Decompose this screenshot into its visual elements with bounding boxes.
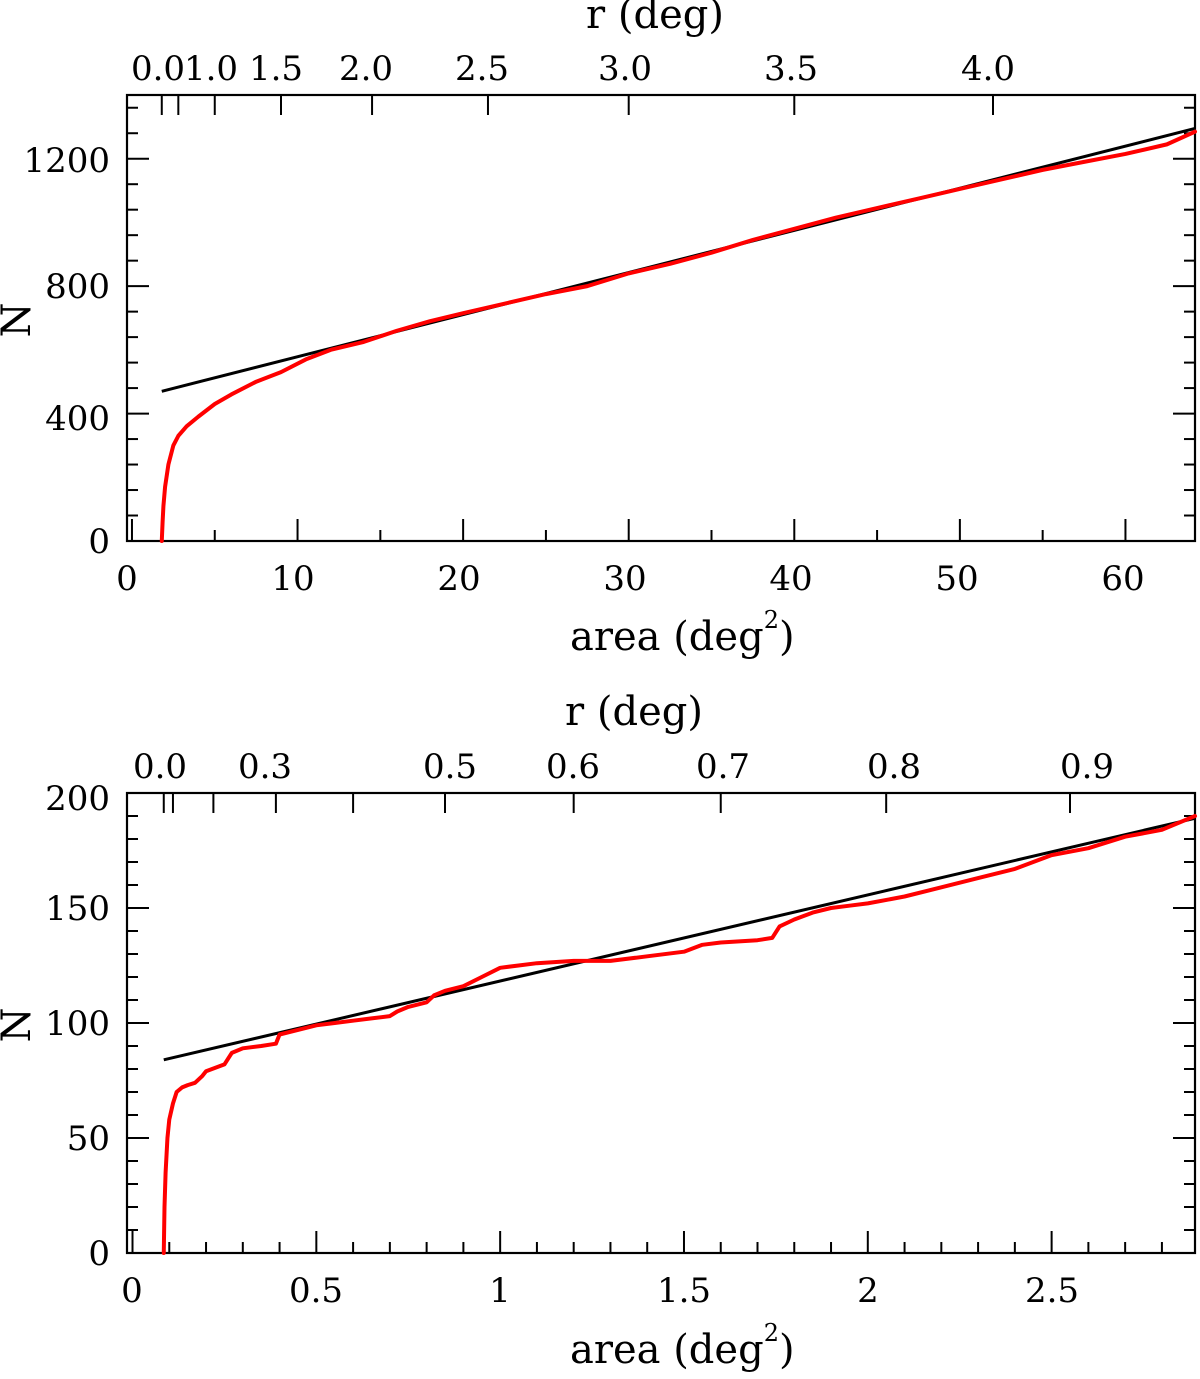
x-tick-label: 40 — [769, 559, 812, 599]
y-tick-label: 50 — [67, 1119, 110, 1159]
y-tick-label: 0 — [88, 1234, 110, 1274]
x-axis-label-text: area (deg — [570, 614, 764, 660]
data-series-line — [161, 814, 1197, 1255]
top-axis-label: r (deg) — [565, 689, 703, 735]
data-series-line — [159, 129, 1197, 543]
top-tick-label: 3.0 — [598, 49, 652, 89]
top-tick-label: 0.0 — [133, 747, 187, 787]
panel-bottom: 0 0.5 1 1.5 2 2.5 0 50 100 150 200 0.0 0… — [0, 689, 1197, 1373]
x-tick-label: 2.5 — [1025, 1271, 1079, 1311]
right-ticks-top — [1173, 106, 1195, 542]
x-tick-label: 1.5 — [657, 1271, 711, 1311]
y-axis-label: N — [0, 303, 40, 338]
top-tick-label: 0.9 — [1060, 747, 1114, 787]
top-tick-label: 4.0 — [961, 49, 1015, 89]
y-tick-label: 400 — [45, 399, 110, 439]
y-tick-label: 1200 — [23, 141, 110, 181]
y-tick-label: 200 — [45, 779, 110, 819]
bottom-ticks-top — [130, 519, 1127, 541]
fit-line — [163, 816, 1196, 1062]
x-tick-label: 20 — [437, 559, 480, 599]
top-ticks-top — [160, 95, 994, 115]
top-tick-label: 0.0 — [131, 49, 185, 89]
x-axis-label-close: ) — [779, 1327, 795, 1373]
x-axis-label: area (deg2) — [570, 606, 795, 660]
top-axis-label: r (deg) — [586, 0, 724, 38]
y-axis-label: N — [0, 1008, 40, 1043]
plot-frame-top — [125, 93, 1197, 543]
right-ticks-bottom — [1173, 792, 1195, 1254]
top-ticks-bottom — [162, 793, 1072, 813]
x-axis-label-sup: 2 — [764, 1319, 779, 1347]
left-ticks-bottom — [127, 792, 149, 1254]
top-tick-label: 0.7 — [696, 747, 750, 787]
panel-top: 0 10 20 30 40 50 60 0 400 800 1200 0.0 1… — [0, 0, 1197, 660]
top-tick-label: 0.8 — [867, 747, 921, 787]
y-tick-label: 0 — [88, 522, 110, 562]
x-tick-label: 0.5 — [289, 1271, 343, 1311]
top-tick-label: 2.0 — [339, 49, 393, 89]
x-tick-label: 50 — [935, 559, 978, 599]
y-tick-label: 800 — [45, 267, 110, 307]
left-ticks-top — [127, 106, 149, 542]
x-axis-label: area (deg2) — [570, 1319, 795, 1373]
bottom-ticks-bottom — [131, 1231, 1163, 1253]
x-tick-label: 0 — [116, 559, 138, 599]
x-axis-label-text: area (deg — [570, 1327, 764, 1373]
x-axis-label-close: ) — [779, 614, 795, 660]
top-tick-label: 2.5 — [455, 49, 509, 89]
x-tick-label: 30 — [603, 559, 646, 599]
x-tick-label: 10 — [271, 559, 314, 599]
top-tick-label: 0.3 — [238, 747, 292, 787]
y-tick-label: 150 — [45, 889, 110, 929]
x-axis-label-sup: 2 — [764, 606, 779, 634]
x-tick-label: 2 — [857, 1271, 879, 1311]
x-tick-label: 60 — [1101, 559, 1144, 599]
x-tick-label: 0 — [121, 1271, 143, 1311]
data-line-bottom — [161, 814, 1197, 1255]
top-tick-label: 0.5 — [423, 747, 477, 787]
fit-line-bottom — [163, 816, 1196, 1062]
top-tick-label: 0.6 — [546, 747, 600, 787]
x-tick-label: 1 — [489, 1271, 511, 1311]
data-line-top — [159, 129, 1197, 543]
top-tick-label: 1.0 — [184, 49, 238, 89]
y-tick-label: 100 — [45, 1004, 110, 1044]
top-tick-label: 1.5 — [249, 49, 303, 89]
top-tick-label: 3.5 — [764, 49, 818, 89]
